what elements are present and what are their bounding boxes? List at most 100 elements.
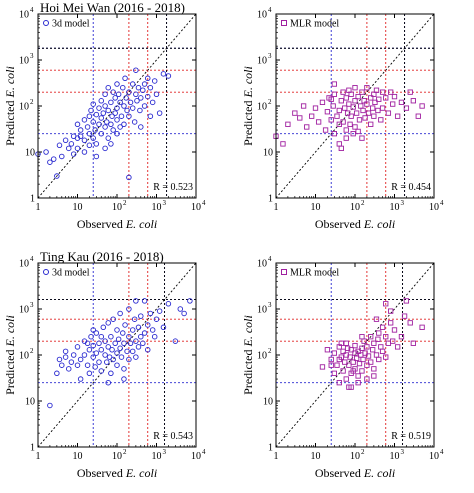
x-tick-label-3: 10 (390, 451, 400, 462)
r-value-label: R = 0.523 (153, 182, 193, 193)
data-point-21 (92, 364, 98, 370)
data-point-4 (62, 354, 69, 360)
data-point-2 (47, 159, 53, 165)
x-tick-exponent-4: 4 (440, 199, 444, 207)
data-point-10 (319, 99, 326, 106)
data-point-36 (102, 91, 108, 98)
data-point-11 (322, 127, 329, 133)
data-point-9 (315, 119, 322, 125)
data-point-48 (114, 105, 120, 111)
data-point-41 (359, 135, 365, 141)
x-axis-label-prefix: Observed (77, 466, 126, 480)
x-tick-label-4: 10 (429, 202, 439, 213)
data-point-53 (390, 338, 396, 344)
data-point-11 (342, 359, 348, 365)
y-tick-label-3: 10 (19, 305, 29, 316)
data-point-5 (300, 103, 307, 109)
data-point-66 (398, 99, 405, 106)
data-point-15 (330, 103, 336, 109)
data-point-52 (115, 91, 122, 98)
data-point-67 (403, 105, 410, 111)
data-point-71 (364, 376, 370, 382)
data-point-20 (86, 142, 93, 149)
data-point-60 (383, 95, 389, 101)
y-tick-exponent-3: 3 (268, 52, 272, 60)
data-point-5 (62, 348, 69, 355)
data-point-39 (105, 135, 111, 141)
data-point-27 (98, 368, 105, 374)
data-point-17 (331, 91, 337, 97)
data-point-81 (147, 84, 154, 91)
data-point-38 (105, 107, 111, 114)
data-point-66 (343, 340, 349, 346)
data-point-84 (105, 379, 111, 386)
x-axis-label-italic: E. coli (125, 217, 157, 231)
data-point-53 (126, 333, 132, 340)
data-point-1 (43, 149, 49, 155)
data-point-44 (110, 89, 116, 95)
x-tick-exponent-4: 4 (440, 448, 444, 456)
data-point-71 (147, 310, 154, 317)
data-point-34 (364, 362, 370, 368)
data-point-41 (114, 350, 120, 356)
y-tick-label-1: 10 (263, 148, 273, 159)
data-point-37 (109, 347, 115, 353)
data-point-23 (90, 119, 96, 125)
data-point-20 (90, 342, 96, 349)
data-point-56 (398, 334, 405, 340)
y-tick-label-4: 10 (257, 10, 267, 21)
data-point-21 (338, 98, 344, 104)
x-axis-label: Observed E. coli (77, 466, 157, 480)
panel-title: Ting Kau (2016 - 2018) (40, 249, 164, 264)
data-point-76 (355, 128, 361, 135)
data-point-21 (88, 107, 94, 114)
data-point-64 (126, 174, 132, 181)
data-point-72 (135, 84, 142, 91)
x-tick-label-4: 10 (191, 202, 201, 213)
data-point-37 (103, 119, 110, 125)
data-point-19 (336, 107, 342, 114)
data-point-77 (165, 301, 172, 307)
data-point-54 (373, 87, 380, 93)
data-point-16 (81, 137, 88, 144)
y-axis-label: Predicted E. coli (241, 66, 255, 146)
data-point-58 (129, 348, 136, 355)
data-point-6 (65, 366, 72, 372)
data-point-2 (56, 356, 63, 363)
data-point-20 (350, 359, 356, 365)
data-point-40 (359, 89, 365, 95)
data-point-14 (344, 345, 351, 351)
data-point-49 (383, 334, 389, 340)
data-point-45 (376, 356, 382, 363)
data-point-80 (187, 298, 193, 304)
y-tick-label-1: 10 (25, 148, 35, 159)
data-point-63 (135, 324, 142, 331)
data-point-5 (334, 362, 340, 368)
data-point-50 (114, 117, 120, 123)
data-point-77 (338, 145, 344, 152)
data-point-56 (127, 340, 134, 347)
y-axis-label: Predicted E. coli (241, 315, 255, 395)
data-point-62 (388, 89, 394, 95)
y-tick-label-0: 1 (268, 194, 273, 205)
data-point-24 (342, 105, 348, 111)
data-point-35 (364, 344, 370, 350)
data-point-85 (153, 91, 160, 98)
panel-title: Hoi Mei Wan (2016 - 2018) (40, 0, 185, 15)
data-point-8 (312, 105, 319, 111)
data-point-41 (371, 366, 377, 372)
y-axis-label: Predicted E. coli (3, 66, 17, 146)
data-point-90 (93, 153, 100, 160)
y-axis-label-italic: E. coli (241, 66, 255, 98)
x-tick-label-2: 10 (112, 451, 122, 462)
y-tick-label-2: 10 (19, 351, 29, 362)
data-point-60 (407, 320, 413, 326)
data-point-78 (346, 87, 352, 93)
data-point-36 (353, 110, 360, 116)
data-point-48 (379, 348, 386, 355)
data-point-44 (362, 115, 368, 121)
data-point-24 (90, 101, 96, 107)
data-point-44 (115, 336, 122, 342)
data-point-34 (102, 124, 108, 130)
